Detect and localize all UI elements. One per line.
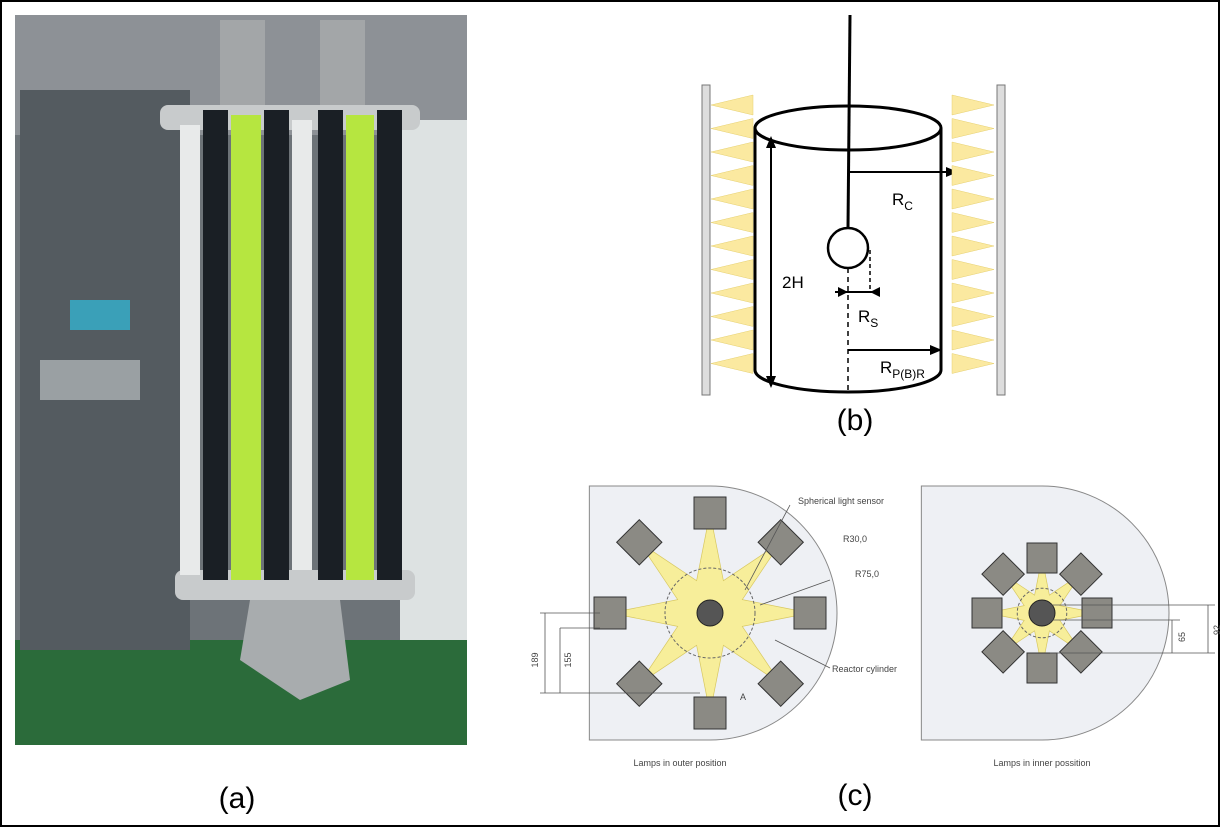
light-cone — [710, 165, 754, 186]
reactor-ring — [1016, 587, 1068, 639]
light-cone — [951, 165, 995, 186]
radius-label: RC — [892, 190, 913, 213]
light-cone — [710, 235, 754, 257]
dimension: 155 — [563, 652, 573, 667]
light-cone — [710, 259, 754, 280]
light-cone — [710, 282, 754, 304]
light-cone — [951, 118, 995, 139]
section-mark: A — [740, 692, 746, 702]
photo — [15, 15, 467, 745]
light-cone — [951, 353, 995, 374]
callout: Spherical light sensor — [798, 496, 884, 506]
light-cone — [710, 329, 754, 351]
light-cone — [710, 353, 754, 374]
dimension: 65 — [1177, 632, 1187, 642]
reactor-ring — [664, 567, 756, 659]
light-cone — [951, 188, 995, 210]
light-cone — [951, 235, 995, 257]
light-cone — [710, 118, 754, 139]
light-cone — [951, 212, 995, 233]
lamp — [1081, 597, 1113, 629]
radius-label: RP(B)R — [880, 358, 925, 381]
lamp — [981, 552, 1026, 597]
sensor — [1028, 599, 1056, 627]
dimension: 189 — [530, 652, 540, 667]
caption: Lamps in inner possition — [993, 758, 1090, 768]
lamp — [693, 696, 727, 730]
panel-label: (c) — [838, 779, 873, 812]
light-cone — [951, 306, 995, 327]
panel-label: (a) — [219, 782, 256, 815]
lamp — [1026, 542, 1058, 574]
lamp — [757, 660, 805, 708]
panel-label: (b) — [837, 404, 874, 437]
lamp — [971, 597, 1003, 629]
radius-label: RS — [858, 307, 878, 330]
lamp — [981, 629, 1026, 674]
light-cone — [710, 94, 754, 116]
light-cone — [710, 188, 754, 210]
caption: Lamps in outer position — [633, 758, 726, 768]
sensor — [696, 599, 724, 627]
lamp-rail — [701, 84, 711, 396]
light-cone — [951, 94, 995, 116]
light-cone — [951, 141, 995, 163]
dimension-lines — [540, 504, 1215, 694]
callout: R30,0 — [843, 534, 867, 544]
lamp — [615, 518, 663, 566]
light-cone — [951, 259, 995, 280]
lamp — [615, 660, 663, 708]
lamp — [1026, 652, 1058, 684]
height-label: 2H — [782, 273, 804, 292]
lamp-strips — [701, 84, 1006, 396]
light-cone — [710, 212, 754, 233]
lamp — [1058, 552, 1103, 597]
lamp — [757, 518, 805, 566]
dimension: 92 — [1212, 625, 1221, 635]
light-cone — [710, 141, 754, 163]
lamp-rail — [996, 84, 1006, 396]
light-cone — [710, 306, 754, 327]
lamp-layout — [588, 485, 1170, 741]
lamp — [793, 596, 827, 630]
lamp — [1058, 629, 1103, 674]
light-cone — [951, 329, 995, 351]
lamp — [693, 496, 727, 530]
light-cone — [951, 282, 995, 304]
callout: R75,0 — [855, 569, 879, 579]
callout: Reactor cylinder — [832, 664, 897, 674]
